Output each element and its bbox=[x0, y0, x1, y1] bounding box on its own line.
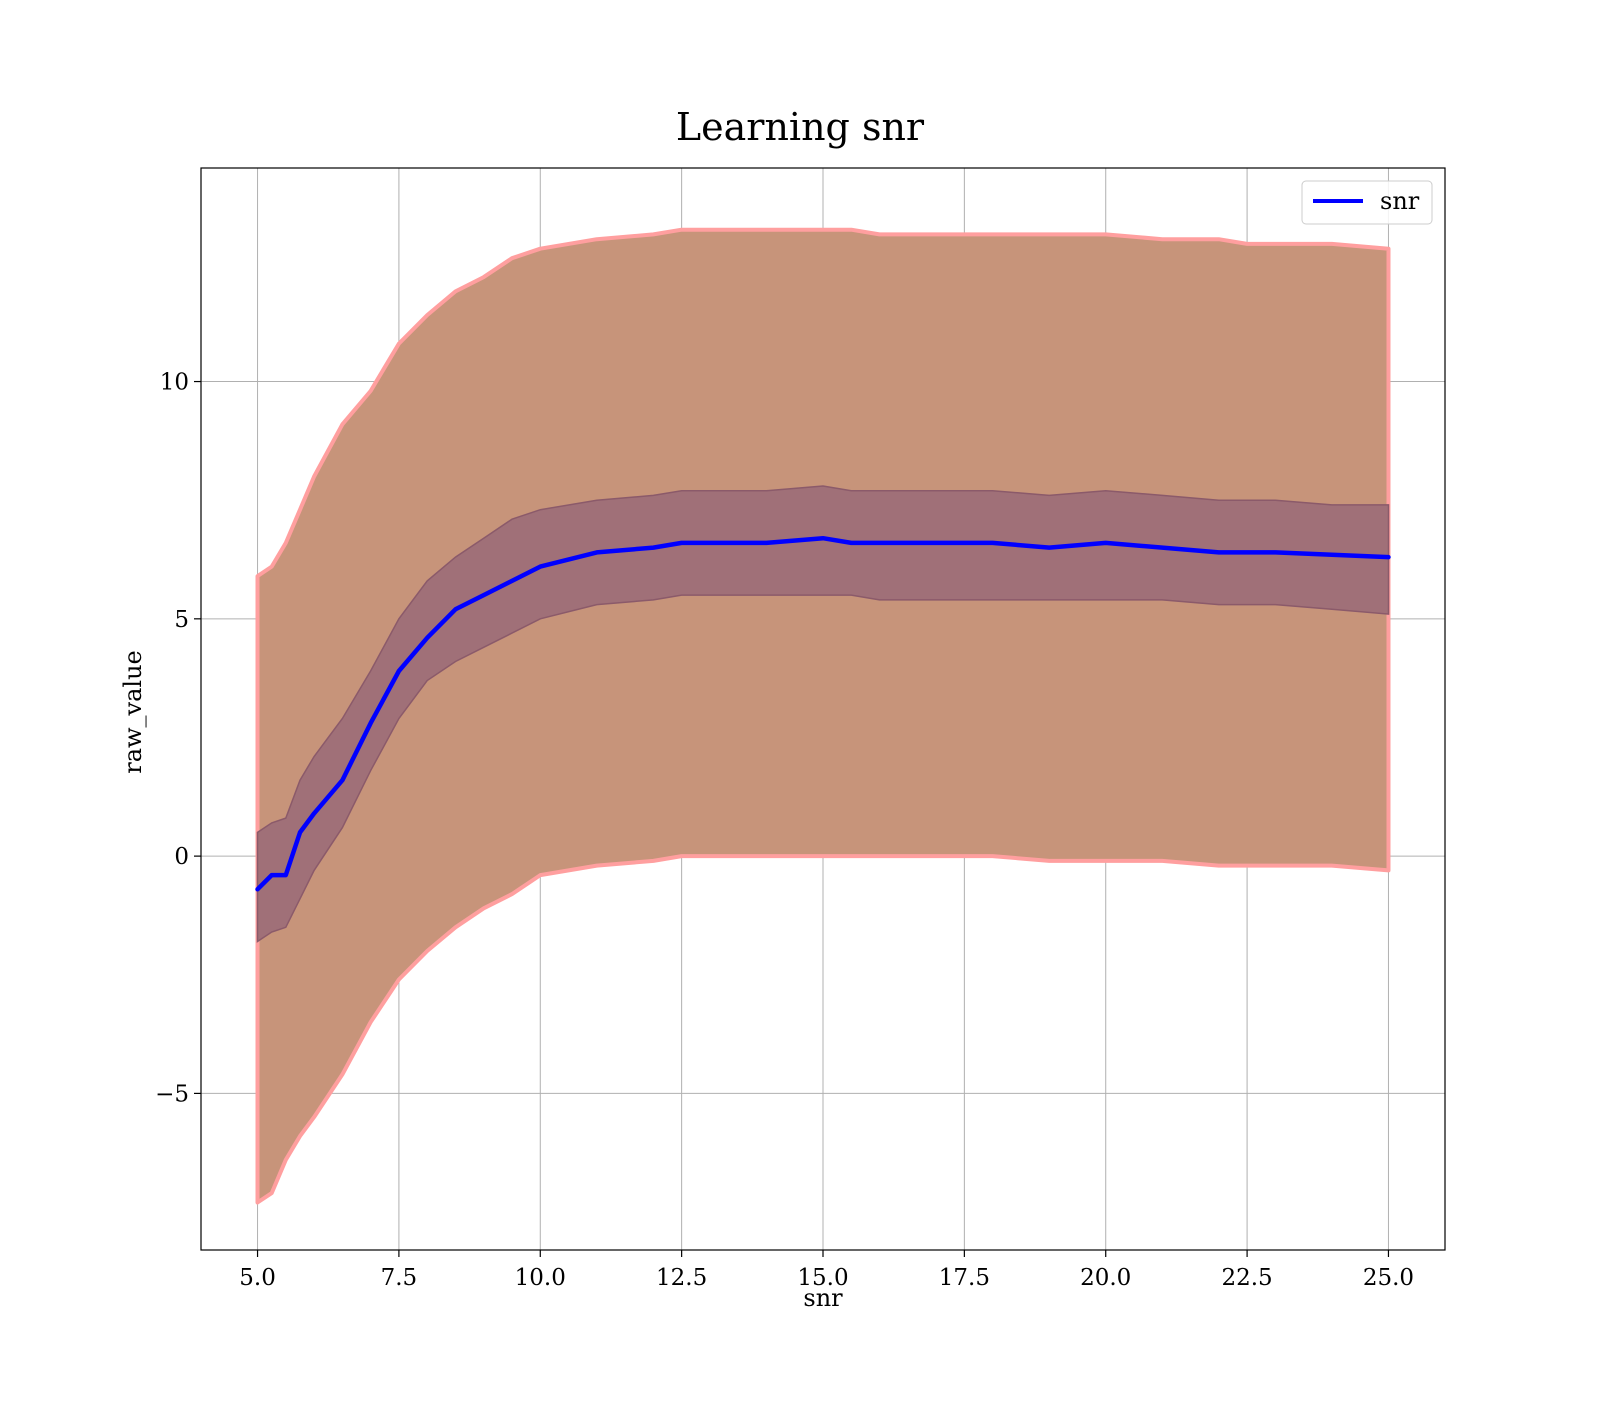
y-axis-label: raw_value bbox=[119, 650, 147, 774]
series-lines bbox=[255, 535, 1391, 892]
x-tick-label: 12.5 bbox=[656, 1265, 707, 1291]
ticks: 5.0 7.5 10.0 12.5 15.0 17.5 20.0 22.5 25.0 −5 0 5 10 bbox=[155, 370, 1414, 1291]
x-tick-label: 25.0 bbox=[1363, 1265, 1414, 1291]
y-tick-label: −5 bbox=[155, 1081, 189, 1107]
y-tick-label: 10 bbox=[160, 370, 189, 396]
x-tick-label: 22.5 bbox=[1221, 1265, 1272, 1291]
x-tick-label: 7.5 bbox=[381, 1265, 418, 1291]
legend-entry-label: snr bbox=[1380, 187, 1420, 215]
y-tick-label: 5 bbox=[174, 607, 189, 633]
x-tick-label: 20.0 bbox=[1080, 1265, 1131, 1291]
x-tick-label: 10.0 bbox=[515, 1265, 566, 1291]
inner-band bbox=[256, 485, 1390, 943]
legend: snr bbox=[1301, 180, 1433, 225]
outer-band bbox=[255, 227, 1391, 1205]
chart-title: Learning snr bbox=[676, 105, 925, 149]
bands bbox=[255, 227, 1391, 1205]
x-tick-label: 15.0 bbox=[797, 1265, 848, 1291]
x-axis-label: snr bbox=[803, 1284, 843, 1312]
y-tick-label: 0 bbox=[174, 844, 189, 870]
series-line-snr bbox=[255, 535, 1391, 892]
x-tick-label: 5.0 bbox=[239, 1265, 276, 1291]
legend-box bbox=[1301, 180, 1433, 225]
x-tick-label: 17.5 bbox=[939, 1265, 990, 1291]
